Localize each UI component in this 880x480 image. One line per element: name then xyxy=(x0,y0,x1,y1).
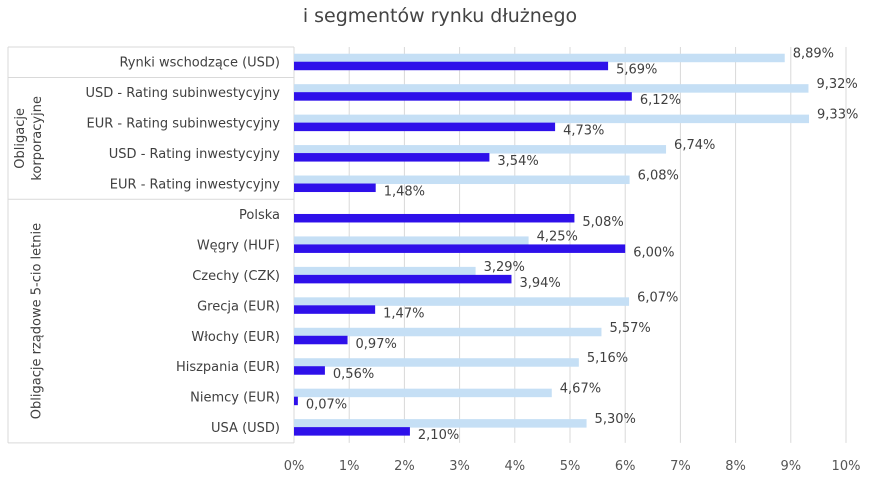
bar-dark xyxy=(294,427,410,436)
data-label: 0,07% xyxy=(306,398,347,413)
category-label: Czechy (CZK) xyxy=(192,269,280,284)
category-label: USD - Rating inwestycyjny xyxy=(109,147,281,162)
category-label: Niemcy (EUR) xyxy=(190,391,280,406)
category-labels: Rynki wschodzące (USD) USD - Rating subin… xyxy=(86,56,281,436)
bar-dark xyxy=(294,213,575,223)
category-label: EUR - Rating subinwestycyjny xyxy=(87,117,281,132)
data-label: 5,16% xyxy=(587,351,628,366)
bar-dark xyxy=(294,396,298,406)
data-label: 3,94% xyxy=(519,276,560,291)
data-label: 4,25% xyxy=(537,229,578,244)
bar-light xyxy=(294,175,630,185)
data-label: 6,74% xyxy=(674,138,715,153)
bar-dark xyxy=(294,92,632,101)
data-label: 1,48% xyxy=(384,185,425,200)
data-label: 9,32% xyxy=(816,77,857,92)
data-label: 6,00% xyxy=(633,245,674,260)
group-label: korporacyjne xyxy=(30,96,45,181)
x-tick-label: 6% xyxy=(615,459,636,474)
data-label: 5,69% xyxy=(616,63,657,78)
category-label: EUR - Rating inwestycyjny xyxy=(110,178,281,193)
x-tick-label: 7% xyxy=(670,459,691,474)
category-label: Włochy (EUR) xyxy=(191,330,280,345)
x-tick-label: 1% xyxy=(339,459,360,474)
category-label: Polska xyxy=(239,208,280,223)
x-tick-label: 5% xyxy=(560,459,581,474)
x-tick-label: 9% xyxy=(780,459,801,474)
data-label: 2,10% xyxy=(418,428,459,443)
category-label: Hiszpania (EUR) xyxy=(176,360,280,375)
x-tick-label: 0% xyxy=(284,459,305,474)
data-label: 0,56% xyxy=(333,367,374,382)
bar-dark xyxy=(294,274,512,284)
x-tick-label: 2% xyxy=(394,459,415,474)
bar-dark xyxy=(294,366,325,375)
data-label: 3,29% xyxy=(484,260,525,275)
data-label: 0,97% xyxy=(356,337,397,352)
bar-light xyxy=(294,114,810,124)
group-label: Obligacje rządowe 5-cio letnie xyxy=(30,223,45,419)
bar-light xyxy=(294,327,602,337)
bar-light xyxy=(294,419,587,428)
bar-dark xyxy=(294,183,376,193)
bar-dark xyxy=(294,153,490,162)
data-label: 8,89% xyxy=(793,47,834,62)
data-labels: 8,89% 5,69% 9,32% 6,12% 9,33% 4,73% 6,74% 3,54%… xyxy=(306,47,858,443)
category-label: Rynki wschodzące (USD) xyxy=(119,56,280,71)
x-tick-label: 10% xyxy=(832,459,861,474)
bar-dark xyxy=(294,335,348,345)
data-label: 5,30% xyxy=(595,412,636,427)
data-label: 9,33% xyxy=(817,108,858,123)
bar-light xyxy=(294,297,630,306)
data-label: 6,07% xyxy=(637,290,678,305)
x-tick-label: 3% xyxy=(449,459,470,474)
data-label: 6,08% xyxy=(638,169,679,184)
bar-dark xyxy=(294,244,626,253)
data-label: 3,54% xyxy=(497,154,538,169)
category-label: USD - Rating subinwestycyjny xyxy=(86,86,281,101)
bar-dark xyxy=(294,305,376,314)
bars xyxy=(294,53,810,436)
group-label: Obligacje xyxy=(13,108,28,169)
bar-light xyxy=(294,145,667,154)
bar-light xyxy=(294,236,529,245)
category-label: Węgry (HUF) xyxy=(197,238,280,253)
bar-light xyxy=(294,388,552,398)
data-label: 6,12% xyxy=(640,93,681,108)
bar-light xyxy=(294,53,785,63)
data-label: 4,67% xyxy=(560,382,601,397)
x-tick-label: 4% xyxy=(504,459,525,474)
x-axis-ticks: 0% 1% 2% 3% 4% 5% 6% 7% 8% 9% 10% xyxy=(284,459,861,474)
bar-light xyxy=(294,84,809,93)
bar-light xyxy=(294,358,579,367)
category-label: USA (USD) xyxy=(211,421,280,436)
bar-light xyxy=(294,266,476,276)
data-label: 5,08% xyxy=(582,215,623,230)
category-label: Grecja (EUR) xyxy=(197,299,280,314)
data-label: 1,47% xyxy=(383,306,424,321)
x-tick-label: 8% xyxy=(725,459,746,474)
chart-title: i segmentów rynku dłużnego xyxy=(303,5,577,27)
group-labels: Obligacje korporacyjne Obligacje rządowe 5… xyxy=(13,96,45,419)
bar-dark xyxy=(294,122,556,132)
data-label: 5,57% xyxy=(609,321,650,336)
bar-dark xyxy=(294,61,609,71)
data-label: 4,73% xyxy=(563,124,604,139)
